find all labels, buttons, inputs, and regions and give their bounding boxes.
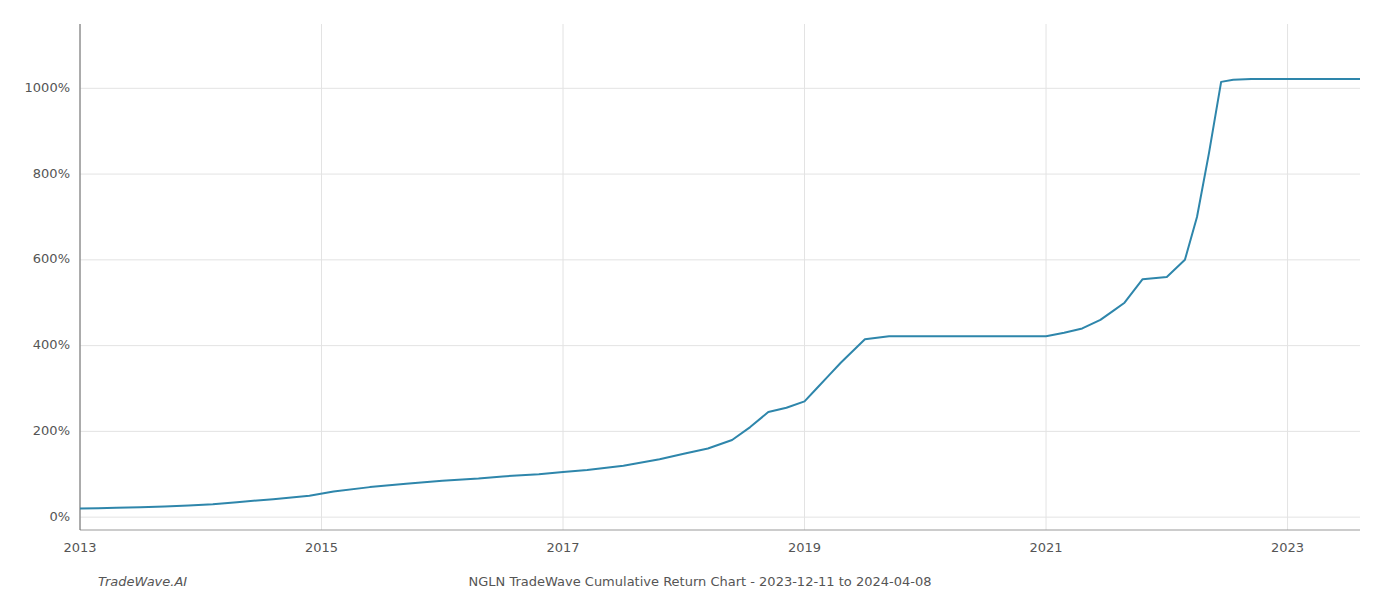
y-grid-line [80, 88, 1360, 89]
x-tick-label: 2017 [546, 540, 579, 555]
x-tick-label: 2019 [788, 540, 821, 555]
y-axis-line [80, 24, 81, 530]
y-grid-line [80, 345, 1360, 346]
x-tick-label: 2015 [305, 540, 338, 555]
y-grid-line [80, 174, 1360, 175]
x-grid-line [563, 24, 564, 530]
x-axis-line [80, 530, 1360, 531]
y-grid-line [80, 259, 1360, 260]
x-tick-label: 2023 [1271, 540, 1304, 555]
line [80, 79, 1360, 509]
y-grid-line [80, 431, 1360, 432]
y-tick-label: 1000% [25, 80, 70, 95]
x-grid-line [1287, 24, 1288, 530]
x-grid-line [804, 24, 805, 530]
y-grid-line [80, 517, 1360, 518]
tick-labels: 2013 2015 2017 2019 2021 2023 0% 200% 400% 600% 80… [25, 80, 1305, 555]
y-tick-label: 400% [33, 337, 70, 352]
x-grid-line [80, 24, 81, 530]
watermark: TradeWave.AI [98, 574, 187, 589]
y-tick-label: 0% [49, 509, 70, 524]
x-grid-line [321, 24, 322, 530]
title: NGLN TradeWave Cumulative Return Chart -… [469, 574, 932, 589]
x-tick-label: 2013 [63, 540, 96, 555]
x-tick-label: 2021 [1029, 540, 1062, 555]
y-tick-label: 600% [33, 251, 70, 266]
y-tick-label: 200% [33, 423, 70, 438]
grid [80, 24, 1360, 530]
chart: 2013 2015 2017 2019 2021 2023 0% 200% 400% 600% 80… [0, 0, 1400, 600]
plot-area [80, 79, 1360, 509]
x-grid-line [1046, 24, 1047, 530]
y-tick-label: 800% [33, 166, 70, 181]
